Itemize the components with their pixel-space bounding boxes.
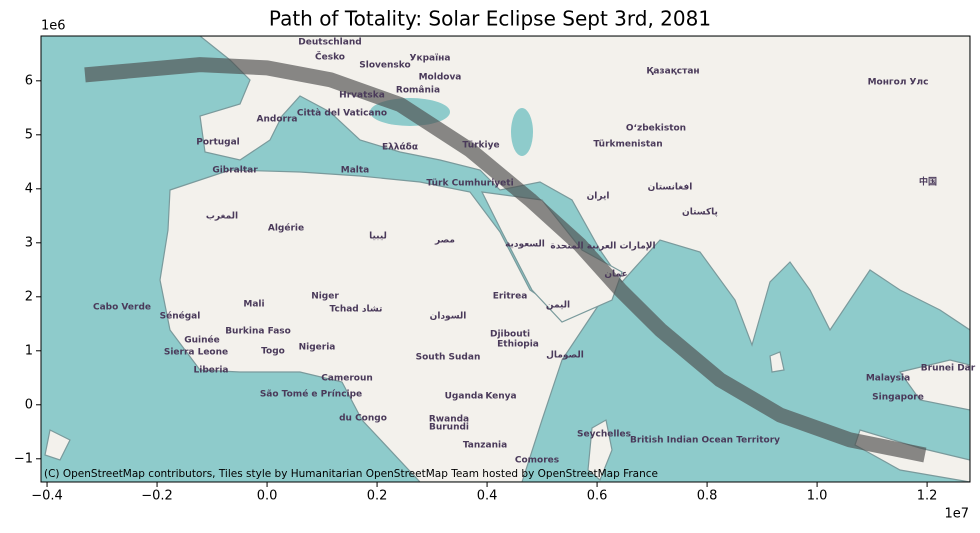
map-label: Ελλάδα bbox=[382, 143, 418, 153]
map-label: Andorra bbox=[257, 115, 298, 125]
map-label: Eritrea bbox=[493, 292, 528, 302]
map-label: Україна bbox=[410, 54, 451, 64]
map-label: Nigeria bbox=[299, 343, 336, 353]
map-label: British Indian Ocean Territory bbox=[630, 436, 780, 446]
map-label: Türkmenistan bbox=[593, 140, 662, 150]
map-label: Česko bbox=[315, 51, 345, 63]
x-tick-label: 0.4 bbox=[477, 489, 498, 504]
map-label: Oʻzbekiston bbox=[626, 124, 686, 134]
map-label: Burkina Faso bbox=[225, 327, 291, 337]
x-tick-label: −0.2 bbox=[141, 489, 173, 504]
y-tick-label: 6 bbox=[25, 73, 33, 88]
x-tick-label: 1.0 bbox=[807, 489, 828, 504]
map-label: Burundi bbox=[429, 423, 469, 433]
map-label: Djibouti bbox=[490, 330, 530, 340]
map-label: Sénégal bbox=[160, 311, 201, 322]
map-label: افغانستان bbox=[648, 183, 693, 193]
map-label: Hrvatska bbox=[339, 91, 385, 101]
map-label: Монгол Улс bbox=[868, 78, 929, 88]
map-label: الإمارات العربية المتحدة bbox=[550, 242, 655, 252]
map-label: Ethiopia bbox=[497, 340, 539, 350]
map-label: المغرب bbox=[206, 212, 238, 222]
x-tick-label: 0.6 bbox=[587, 489, 608, 504]
x-tick-label: 0.0 bbox=[257, 489, 278, 504]
map-label: السعودية bbox=[505, 240, 545, 250]
map-label: Togo bbox=[261, 347, 285, 357]
map-label: Guinée bbox=[184, 335, 220, 346]
map-label: Slovensko bbox=[359, 61, 410, 71]
x-tick-label: 0.2 bbox=[367, 489, 388, 504]
axes-frame bbox=[40, 35, 971, 483]
map-label: مصر bbox=[434, 236, 455, 246]
map-background bbox=[41, 36, 970, 482]
y-tick-label: 0 bbox=[25, 397, 33, 412]
map-label: ليبيا bbox=[369, 232, 387, 242]
map-label: Niger bbox=[311, 292, 339, 302]
map-label: Algérie bbox=[268, 223, 304, 234]
y-tick-label: 1 bbox=[25, 343, 33, 358]
y-tick-label: 5 bbox=[25, 127, 33, 142]
y-tick-label: −1 bbox=[14, 451, 33, 466]
map-label: الصومال bbox=[546, 351, 584, 361]
map-label: Uganda bbox=[445, 392, 484, 402]
map-label: Kenya bbox=[485, 392, 516, 402]
map-label: Portugal bbox=[196, 138, 240, 148]
map-label: Deutschland bbox=[298, 38, 361, 48]
map-label: Cameroun bbox=[321, 374, 373, 384]
map-label: South Sudan bbox=[416, 353, 481, 363]
map-label: Comores bbox=[515, 456, 559, 466]
map-label: Sierra Leone bbox=[164, 348, 228, 358]
eclipse-path bbox=[84, 57, 927, 463]
map-label: Türk Cumhuriyeti bbox=[426, 179, 513, 189]
chart-title: Path of Totality: Solar Eclipse Sept 3rd… bbox=[269, 7, 711, 31]
map-label: Brunei Dar bbox=[921, 364, 976, 374]
y-tick-label: 3 bbox=[25, 235, 33, 250]
x-offset-label: 1e7 bbox=[944, 507, 969, 522]
map-label: 中国 bbox=[919, 176, 937, 188]
map-label: Seychelles bbox=[577, 430, 631, 440]
map-label: Liberia bbox=[194, 366, 229, 376]
map-label: Tanzania bbox=[463, 441, 507, 451]
x-tick-label: 0.8 bbox=[697, 489, 718, 504]
map-label: România bbox=[396, 86, 440, 96]
map-label: Cabo Verde bbox=[93, 303, 151, 313]
plot-area bbox=[84, 57, 927, 463]
y-tick-label: 2 bbox=[25, 289, 33, 304]
map-label: Singapore bbox=[872, 393, 924, 403]
map-label: São Tomé e Príncipe bbox=[260, 389, 362, 400]
map-label: Türkiye bbox=[462, 141, 499, 151]
map-label: پاکستان bbox=[682, 208, 718, 218]
map-label: Rwanda bbox=[429, 415, 469, 425]
map-label: Қазақстан bbox=[646, 67, 699, 77]
map-label: اليمن bbox=[546, 301, 570, 311]
attribution: (C) OpenStreetMap contributors, Tiles st… bbox=[44, 468, 658, 480]
map-label: Città del Vaticano bbox=[297, 109, 387, 119]
y-tick-label: 4 bbox=[25, 181, 33, 196]
map-label: ایران bbox=[587, 192, 610, 202]
map-label: Mali bbox=[243, 300, 264, 310]
map-label: عمان bbox=[604, 270, 627, 280]
map-label: السودان bbox=[430, 312, 467, 322]
map-label: du Congo bbox=[339, 414, 387, 424]
map-label: Malaysia bbox=[866, 374, 910, 384]
y-offset-label: 1e6 bbox=[41, 19, 66, 34]
map-label: Moldova bbox=[419, 73, 462, 83]
x-tick-label: 1.2 bbox=[917, 489, 938, 504]
map-label: Gibraltar bbox=[212, 166, 258, 176]
map-label: Tchad تشاد bbox=[330, 305, 383, 315]
map-label: Malta bbox=[341, 166, 370, 176]
x-tick-label: −0.4 bbox=[31, 489, 63, 504]
